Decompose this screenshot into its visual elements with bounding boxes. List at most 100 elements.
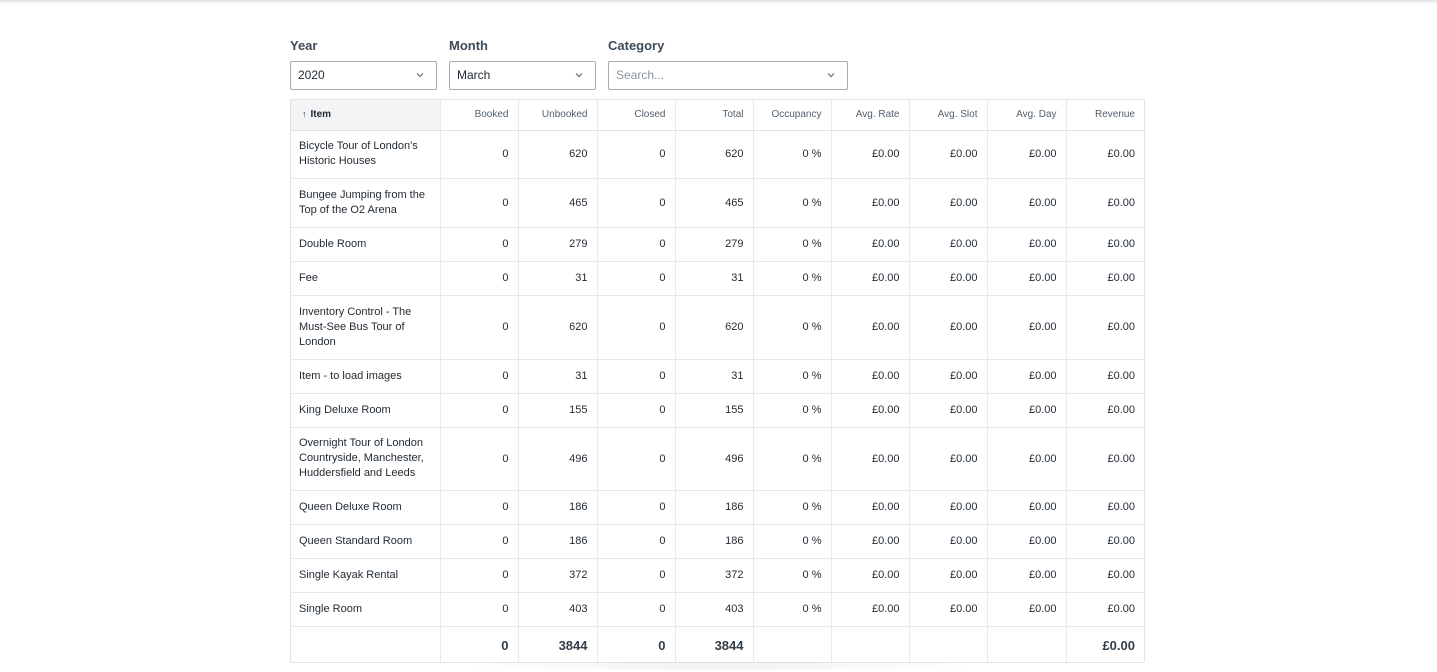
cell-avg-day: £0.00 bbox=[987, 490, 1067, 525]
table-row[interactable]: Inventory Control - The Must-See Bus Tou… bbox=[291, 295, 1144, 360]
cell-avg-day: £0.00 bbox=[987, 393, 1067, 428]
scroll-shadow bbox=[460, 660, 980, 672]
cell-avg-rate: £0.00 bbox=[831, 490, 910, 525]
totals-total: 3844 bbox=[675, 625, 754, 662]
column-header-avg-day[interactable]: Avg. Day bbox=[987, 100, 1067, 131]
cell-booked: 0 bbox=[440, 178, 519, 228]
cell-avg-slot: £0.00 bbox=[909, 295, 988, 360]
column-header-item[interactable]: ↑ Item bbox=[291, 100, 441, 131]
cell-item: Overnight Tour of London Countryside, Ma… bbox=[291, 427, 441, 491]
cell-unbooked: 186 bbox=[518, 490, 598, 525]
cell-avg-day: £0.00 bbox=[987, 227, 1067, 262]
totals-revenue: £0.00 bbox=[1066, 625, 1144, 662]
column-header-revenue[interactable]: Revenue bbox=[1066, 100, 1144, 131]
cell-avg-day: £0.00 bbox=[987, 524, 1067, 559]
cell-avg-rate: £0.00 bbox=[831, 261, 910, 296]
cell-avg-slot: £0.00 bbox=[909, 592, 988, 627]
cell-closed: 0 bbox=[597, 524, 676, 559]
cell-avg-slot: £0.00 bbox=[909, 227, 988, 262]
cell-unbooked: 465 bbox=[518, 178, 598, 228]
column-header-avg-slot[interactable]: Avg. Slot bbox=[909, 100, 988, 131]
category-search-input[interactable] bbox=[616, 62, 796, 88]
cell-item: King Deluxe Room bbox=[291, 393, 441, 428]
cell-unbooked: 279 bbox=[518, 227, 598, 262]
cell-occupancy: 0 % bbox=[753, 524, 832, 559]
table-row[interactable]: Overnight Tour of London Countryside, Ma… bbox=[291, 427, 1144, 491]
report-table: ↑ Item Booked Unbooked Closed Total Occup… bbox=[291, 100, 1144, 662]
cell-avg-day: £0.00 bbox=[987, 295, 1067, 360]
month-select[interactable]: March bbox=[449, 61, 596, 90]
table-row[interactable]: Single Kayak Rental 0 372 0 372 0 % £0.00 £0.00… bbox=[291, 558, 1144, 593]
cell-avg-slot: £0.00 bbox=[909, 427, 988, 491]
category-filter: Category bbox=[608, 38, 848, 90]
table-row[interactable]: Single Room 0 403 0 403 0 % £0.00 £0.00 £0.00 £0.… bbox=[291, 592, 1144, 627]
category-select[interactable] bbox=[608, 61, 848, 90]
cell-avg-day: £0.00 bbox=[987, 178, 1067, 228]
cell-closed: 0 bbox=[597, 295, 676, 360]
cell-unbooked: 620 bbox=[518, 130, 598, 179]
column-header-closed[interactable]: Closed bbox=[597, 100, 676, 131]
cell-item: Bungee Jumping from the Top of the O2 Ar… bbox=[291, 178, 441, 228]
table-row[interactable]: Fee 0 31 0 31 0 % £0.00 £0.00 £0.00 £0.00 bbox=[291, 261, 1144, 296]
cell-unbooked: 496 bbox=[518, 427, 598, 491]
cell-booked: 0 bbox=[440, 592, 519, 627]
table-row[interactable]: Bungee Jumping from the Top of the O2 Ar… bbox=[291, 178, 1144, 228]
table-header-row: ↑ Item Booked Unbooked Closed Total Occup… bbox=[291, 100, 1144, 131]
cell-avg-day: £0.00 bbox=[987, 558, 1067, 593]
cell-avg-day: £0.00 bbox=[987, 261, 1067, 296]
year-select[interactable]: 2020 bbox=[290, 61, 437, 90]
column-header-booked[interactable]: Booked bbox=[440, 100, 519, 131]
cell-occupancy: 0 % bbox=[753, 558, 832, 593]
cell-avg-day: £0.00 bbox=[987, 359, 1067, 394]
column-header-unbooked[interactable]: Unbooked bbox=[518, 100, 598, 131]
cell-avg-rate: £0.00 bbox=[831, 524, 910, 559]
cell-unbooked: 372 bbox=[518, 558, 598, 593]
cell-closed: 0 bbox=[597, 427, 676, 491]
cell-closed: 0 bbox=[597, 592, 676, 627]
table-row[interactable]: Bicycle Tour of London's Historic Houses… bbox=[291, 130, 1144, 179]
column-header-avg-rate[interactable]: Avg. Rate bbox=[831, 100, 910, 131]
table-row[interactable]: Queen Standard Room 0 186 0 186 0 % £0.00 £0.00… bbox=[291, 524, 1144, 559]
cell-item: Bicycle Tour of London's Historic Houses bbox=[291, 130, 441, 179]
cell-total: 620 bbox=[675, 295, 754, 360]
cell-unbooked: 155 bbox=[518, 393, 598, 428]
cell-revenue: £0.00 bbox=[1066, 359, 1144, 394]
cell-occupancy: 0 % bbox=[753, 427, 832, 491]
category-label: Category bbox=[608, 38, 665, 53]
cell-total: 186 bbox=[675, 490, 754, 525]
table-row[interactable]: Item - to load images 0 31 0 31 0 % £0.00 £0.00… bbox=[291, 359, 1144, 394]
cell-avg-slot: £0.00 bbox=[909, 359, 988, 394]
column-header-label: Item bbox=[310, 109, 332, 121]
cell-closed: 0 bbox=[597, 178, 676, 228]
column-header-total[interactable]: Total bbox=[675, 100, 754, 131]
cell-avg-rate: £0.00 bbox=[831, 130, 910, 179]
cell-booked: 0 bbox=[440, 524, 519, 559]
cell-avg-rate: £0.00 bbox=[831, 227, 910, 262]
table-row[interactable]: King Deluxe Room 0 155 0 155 0 % £0.00 £0.00 £0.… bbox=[291, 393, 1144, 428]
cell-item: Queen Deluxe Room bbox=[291, 490, 441, 525]
cell-item: Fee bbox=[291, 261, 441, 296]
top-bar bbox=[0, 0, 1437, 2]
table-row[interactable]: Queen Deluxe Room 0 186 0 186 0 % £0.00 £0.00 £0… bbox=[291, 490, 1144, 525]
cell-unbooked: 186 bbox=[518, 524, 598, 559]
cell-occupancy: 0 % bbox=[753, 490, 832, 525]
cell-unbooked: 31 bbox=[518, 359, 598, 394]
cell-avg-rate: £0.00 bbox=[831, 295, 910, 360]
cell-revenue: £0.00 bbox=[1066, 130, 1144, 179]
totals-avg-slot bbox=[909, 625, 988, 662]
cell-total: 403 bbox=[675, 592, 754, 627]
column-header-occupancy[interactable]: Occupancy bbox=[753, 100, 832, 131]
cell-item: Queen Standard Room bbox=[291, 524, 441, 559]
cell-revenue: £0.00 bbox=[1066, 295, 1144, 360]
cell-revenue: £0.00 bbox=[1066, 592, 1144, 627]
cell-revenue: £0.00 bbox=[1066, 558, 1144, 593]
cell-total: 372 bbox=[675, 558, 754, 593]
totals-avg-rate bbox=[831, 625, 910, 662]
totals-closed: 0 bbox=[597, 625, 676, 662]
table-row[interactable]: Double Room 0 279 0 279 0 % £0.00 £0.00 £0.00 £0.… bbox=[291, 227, 1144, 262]
cell-closed: 0 bbox=[597, 359, 676, 394]
table-totals-row: 0 3844 0 3844 £0.00 bbox=[291, 625, 1144, 662]
totals-unbooked: 3844 bbox=[518, 625, 598, 662]
cell-booked: 0 bbox=[440, 490, 519, 525]
report-table-container: ↑ Item Booked Unbooked Closed Total Occup… bbox=[290, 99, 1145, 663]
